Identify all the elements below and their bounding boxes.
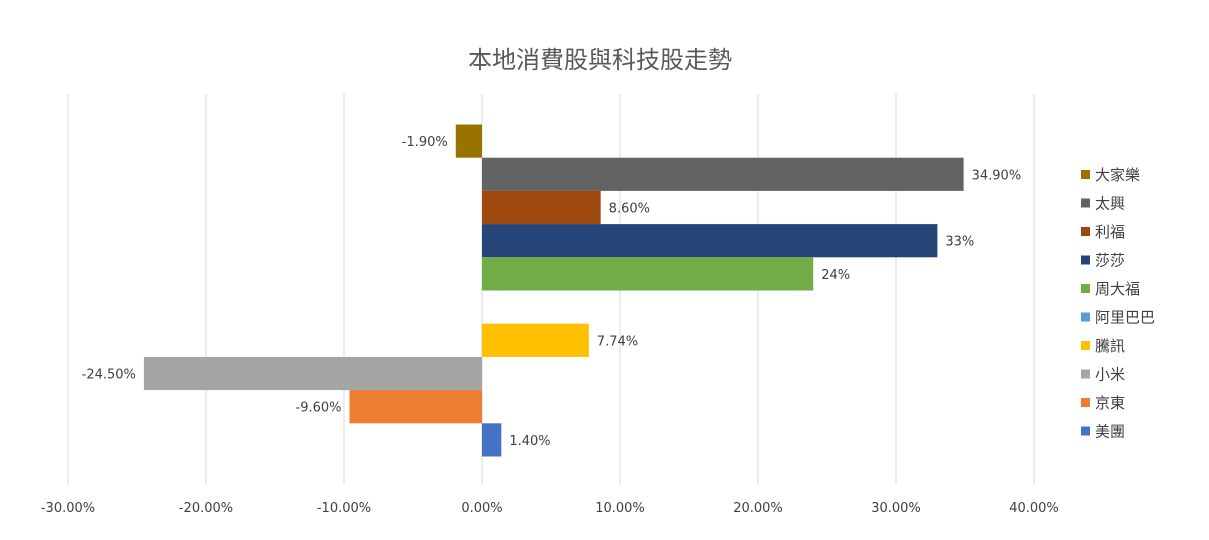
legend-label: 小米 [1095, 366, 1125, 384]
bars [143, 124, 964, 457]
legend-swatch [1081, 426, 1090, 436]
x-tick-label: 30.00% [871, 501, 921, 516]
x-tick-label: 40.00% [1009, 501, 1059, 516]
legend-swatch [1081, 227, 1090, 236]
legend-label: 利福 [1095, 223, 1125, 241]
bar-京東 [349, 390, 482, 424]
data-label: 34.90% [972, 168, 1022, 183]
legend-label: 騰訊 [1095, 337, 1125, 355]
data-label: -9.60% [296, 401, 342, 416]
bar-美團 [482, 423, 502, 457]
legend-label: 阿里巴巴 [1095, 309, 1155, 327]
bar-小米 [143, 356, 482, 391]
chart-title: 本地消費股與科技股走勢 [468, 46, 732, 74]
legend-swatch [1081, 398, 1090, 407]
legend-label: 大家樂 [1095, 166, 1140, 184]
legend-swatch [1081, 312, 1090, 322]
data-label: 1.40% [509, 434, 550, 449]
bar-大家樂 [455, 124, 482, 158]
x-tick-label: 20.00% [733, 501, 783, 516]
legend-swatch [1081, 170, 1090, 179]
bar-周大福 [482, 257, 814, 291]
legend-swatch [1081, 341, 1090, 350]
legend-label: 周大福 [1095, 280, 1140, 298]
data-labels: -1.90% 34.90% 8.60% 33% 24% 7.74% -24.50% -9.60… [82, 135, 1022, 449]
data-label: 33% [945, 235, 974, 250]
x-axis-tick-labels: -30.00% -20.00% -10.00% 0.00% 10.00% 20.00% 30… [41, 501, 1059, 516]
data-label: 8.60% [609, 202, 650, 217]
legend-label: 太興 [1095, 195, 1125, 213]
legend-swatch [1081, 284, 1090, 293]
bar-太興 [482, 157, 964, 191]
x-tick-label: -20.00% [179, 501, 233, 516]
x-tick-label: -30.00% [41, 501, 95, 516]
data-label: -1.90% [402, 135, 448, 150]
bar-利福 [482, 190, 601, 225]
data-label: 24% [821, 268, 850, 283]
x-tick-label: 0.00% [461, 501, 502, 516]
legend-swatch [1081, 198, 1090, 208]
legend-swatch [1081, 369, 1090, 379]
data-label: -24.50% [82, 368, 136, 383]
bar-莎莎 [482, 224, 938, 258]
bar-騰訊 [482, 323, 589, 357]
x-tick-label: -10.00% [317, 501, 371, 516]
legend-label: 莎莎 [1095, 252, 1125, 270]
data-label: 7.74% [597, 334, 638, 349]
legend-label: 京東 [1095, 394, 1125, 412]
x-tick-label: 10.00% [595, 501, 645, 516]
legend-swatch [1081, 255, 1090, 265]
legend-label: 美團 [1095, 423, 1125, 441]
